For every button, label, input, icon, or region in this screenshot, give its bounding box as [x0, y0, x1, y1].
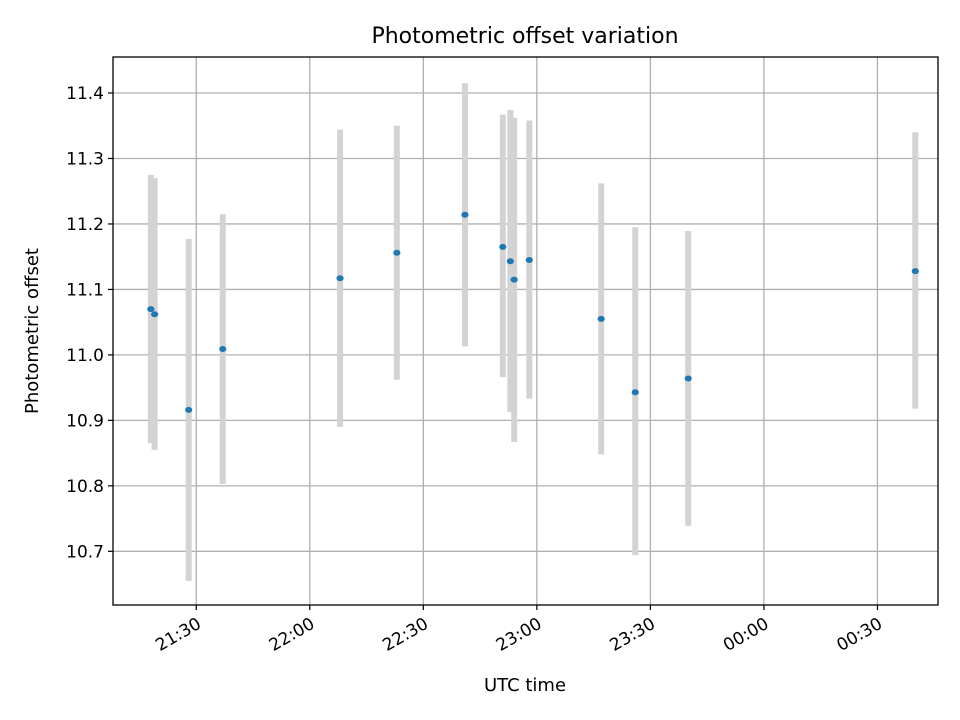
- data-point: [597, 315, 605, 322]
- data-point: [461, 211, 469, 218]
- grid: [113, 57, 938, 605]
- data-point: [393, 249, 401, 256]
- data-point: [525, 256, 533, 263]
- data-point: [185, 406, 193, 413]
- data-points: [147, 211, 919, 413]
- data-point: [151, 311, 159, 318]
- y-axis-label: Photometric offset: [22, 248, 43, 414]
- y-tick-label: 11.4: [66, 84, 104, 104]
- y-tick-label: 10.8: [66, 477, 104, 497]
- y-tick-label: 10.7: [66, 542, 104, 562]
- data-point: [336, 275, 344, 282]
- data-point: [499, 243, 507, 250]
- data-point: [506, 258, 514, 265]
- data-point: [684, 375, 692, 382]
- data-point: [911, 268, 919, 275]
- y-tick-label: 10.9: [66, 411, 104, 431]
- data-point: [631, 389, 639, 396]
- data-point: [219, 346, 227, 353]
- y-tick-label: 11.3: [66, 149, 104, 169]
- chart-title: Photometric offset variation: [371, 24, 678, 49]
- y-tick-label: 11.0: [66, 346, 104, 366]
- x-axis-label: UTC time: [484, 675, 566, 696]
- data-point: [147, 306, 155, 313]
- data-point: [510, 276, 518, 283]
- plot-frame: [112, 56, 939, 606]
- y-tick-label: 11.1: [66, 280, 104, 300]
- y-tick-label: 11.2: [66, 215, 104, 235]
